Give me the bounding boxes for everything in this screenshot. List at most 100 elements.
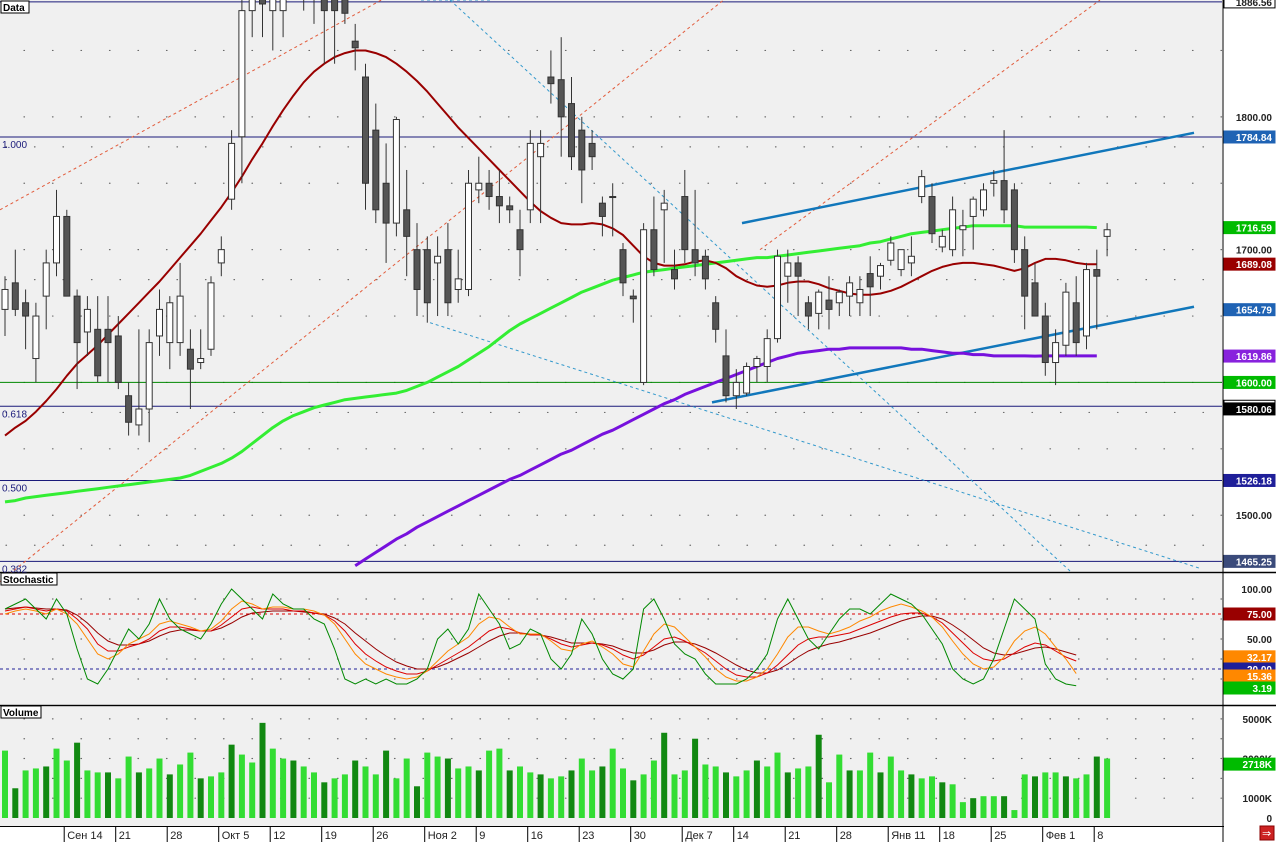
volume-bar[interactable]	[280, 758, 287, 818]
candle[interactable]	[918, 169, 926, 204]
volume-bar[interactable]	[166, 774, 173, 818]
candle[interactable]	[1103, 223, 1111, 257]
volume-bar[interactable]	[177, 764, 184, 818]
volume-bar[interactable]	[94, 772, 101, 818]
candle[interactable]	[1031, 262, 1039, 317]
candle[interactable]	[1083, 262, 1090, 350]
volume-bar[interactable]	[383, 750, 390, 818]
candle[interactable]	[640, 223, 648, 386]
candle[interactable]	[444, 223, 452, 317]
candle[interactable]	[320, 0, 328, 64]
volume-bar[interactable]	[774, 752, 781, 818]
volume-bar[interactable]	[692, 738, 699, 818]
candle[interactable]	[228, 130, 236, 210]
candle[interactable]	[114, 316, 122, 390]
candle[interactable]	[578, 116, 586, 204]
volume-bar[interactable]	[444, 758, 451, 818]
volume-bar[interactable]	[640, 774, 647, 818]
volume-bar[interactable]	[352, 760, 359, 818]
volume-bar[interactable]	[506, 770, 513, 818]
candle[interactable]	[897, 249, 905, 277]
candle[interactable]	[248, 0, 256, 38]
candle[interactable]	[207, 276, 215, 356]
candle[interactable]	[423, 236, 431, 323]
candle[interactable]	[145, 329, 153, 443]
volume-bar[interactable]	[125, 756, 132, 818]
candle[interactable]	[629, 289, 637, 323]
volume-bar[interactable]	[135, 772, 142, 818]
volume-bar[interactable]	[43, 766, 50, 818]
volume-bar[interactable]	[1032, 776, 1038, 818]
candle[interactable]	[887, 236, 895, 266]
volume-bar[interactable]	[12, 788, 19, 818]
volume-bar[interactable]	[568, 770, 575, 818]
volume-bar[interactable]	[187, 752, 194, 818]
candle[interactable]	[959, 209, 967, 257]
candle[interactable]	[125, 382, 133, 436]
volume-bar[interactable]	[733, 776, 740, 818]
volume-bar[interactable]	[331, 778, 338, 818]
volume-bar[interactable]	[671, 774, 678, 818]
volume-bar[interactable]	[712, 766, 719, 818]
volume-bar[interactable]	[393, 778, 400, 818]
candle[interactable]	[434, 236, 442, 317]
candle[interactable]	[42, 249, 50, 330]
candle[interactable]	[907, 236, 915, 277]
candle[interactable]	[928, 183, 936, 244]
candle[interactable]	[22, 289, 30, 350]
candle[interactable]	[990, 169, 998, 197]
volume-bar[interactable]	[372, 774, 379, 818]
candle[interactable]	[712, 296, 720, 343]
candle[interactable]	[403, 169, 411, 277]
volume-bar[interactable]	[1011, 810, 1018, 818]
candle[interactable]	[94, 296, 102, 383]
candle[interactable]	[485, 169, 493, 210]
candle[interactable]	[382, 143, 390, 263]
volume-bar[interactable]	[424, 752, 431, 818]
candle[interactable]	[815, 289, 823, 330]
volume-bar[interactable]	[1104, 758, 1111, 818]
volume-bar[interactable]	[990, 796, 997, 818]
candle[interactable]	[238, 0, 246, 184]
volume-bar[interactable]	[414, 786, 420, 818]
volume-bar[interactable]	[2, 750, 8, 818]
volume-bar[interactable]	[764, 766, 771, 818]
volume-bar[interactable]	[1021, 774, 1028, 818]
candle[interactable]	[53, 189, 60, 277]
volume-bar[interactable]	[620, 768, 626, 818]
volume-bar[interactable]	[599, 766, 606, 818]
volume-bar[interactable]	[784, 772, 791, 818]
candle[interactable]	[784, 249, 792, 303]
candle[interactable]	[454, 249, 462, 303]
volume-bar[interactable]	[887, 756, 894, 818]
volume-bar[interactable]	[898, 770, 905, 818]
candle[interactable]	[866, 256, 874, 317]
candle[interactable]	[980, 183, 987, 217]
volume-bar[interactable]	[908, 774, 915, 818]
candle[interactable]	[825, 276, 833, 330]
candle[interactable]	[598, 196, 606, 237]
candle[interactable]	[877, 262, 884, 290]
volume-bar[interactable]	[959, 802, 966, 818]
candle[interactable]	[681, 169, 689, 263]
volume-bar[interactable]	[939, 782, 946, 818]
volume-bar[interactable]	[74, 742, 81, 818]
candle[interactable]	[609, 183, 617, 237]
candle[interactable]	[835, 289, 843, 317]
volume-bar[interactable]	[661, 732, 668, 818]
channel-dashed-upper[interactable]	[0, 0, 420, 211]
volume-bar[interactable]	[1062, 776, 1069, 818]
candle[interactable]	[413, 223, 421, 317]
candle[interactable]	[311, 0, 317, 24]
volume-bar[interactable]	[105, 772, 111, 818]
volume-bar[interactable]	[403, 758, 410, 818]
volume-bar[interactable]	[300, 766, 307, 818]
volume-bar[interactable]	[1052, 772, 1059, 818]
candle[interactable]	[351, 23, 359, 71]
volume-bar[interactable]	[815, 734, 822, 818]
candle[interactable]	[846, 276, 854, 317]
candle[interactable]	[671, 249, 678, 290]
candle[interactable]	[197, 329, 205, 370]
volume-bar[interactable]	[980, 796, 987, 818]
